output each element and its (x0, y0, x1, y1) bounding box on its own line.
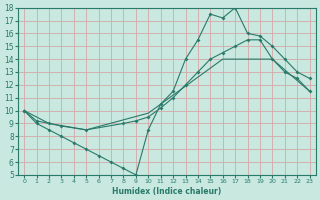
X-axis label: Humidex (Indice chaleur): Humidex (Indice chaleur) (112, 187, 221, 196)
